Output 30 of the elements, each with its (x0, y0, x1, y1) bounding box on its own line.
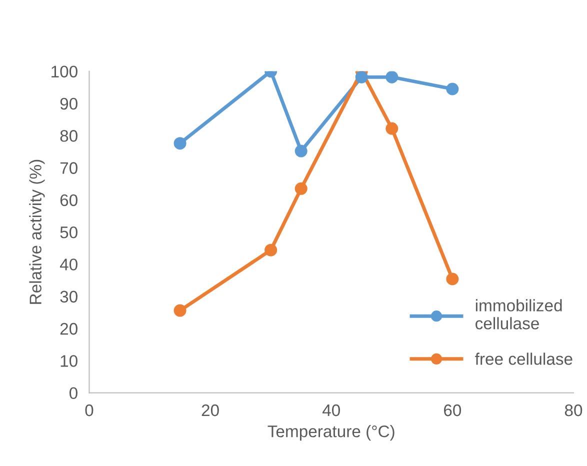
point (386, 71, 398, 84)
point (446, 82, 459, 96)
point (174, 137, 186, 150)
point (386, 122, 398, 135)
point (294, 182, 308, 195)
y-tick-label: 10 (60, 355, 78, 367)
point (174, 304, 186, 317)
y-tick-label: 100 (52, 66, 78, 78)
legend-label: free cellulase (475, 352, 572, 365)
x-tick-label: 40 (322, 404, 340, 416)
x-tick-label: 80 (564, 404, 582, 416)
y-tick-label: 60 (60, 194, 78, 206)
x-tick-label: 60 (444, 404, 462, 416)
x-axis-title: Temperature (°C) (268, 425, 394, 441)
x-tick-label: 20 (202, 404, 219, 416)
y-tick-label: 80 (60, 130, 78, 142)
point (264, 244, 278, 256)
y-tick-label: 90 (60, 98, 78, 110)
y-axis-title: Relative activity (%) (29, 160, 45, 304)
point (355, 71, 368, 84)
point (446, 272, 459, 286)
x-tick-label: 0 (85, 404, 94, 416)
y-tick-label: 30 (60, 290, 78, 303)
y-tick-label: 50 (60, 226, 78, 238)
y-tick-label: 70 (60, 162, 78, 174)
y-tick-label: 0 (69, 387, 78, 400)
point (294, 144, 308, 158)
legend-label: immobilized cellulase (476, 299, 562, 330)
y-tick-label: 40 (60, 258, 78, 270)
y-tick-label: 20 (60, 322, 78, 335)
